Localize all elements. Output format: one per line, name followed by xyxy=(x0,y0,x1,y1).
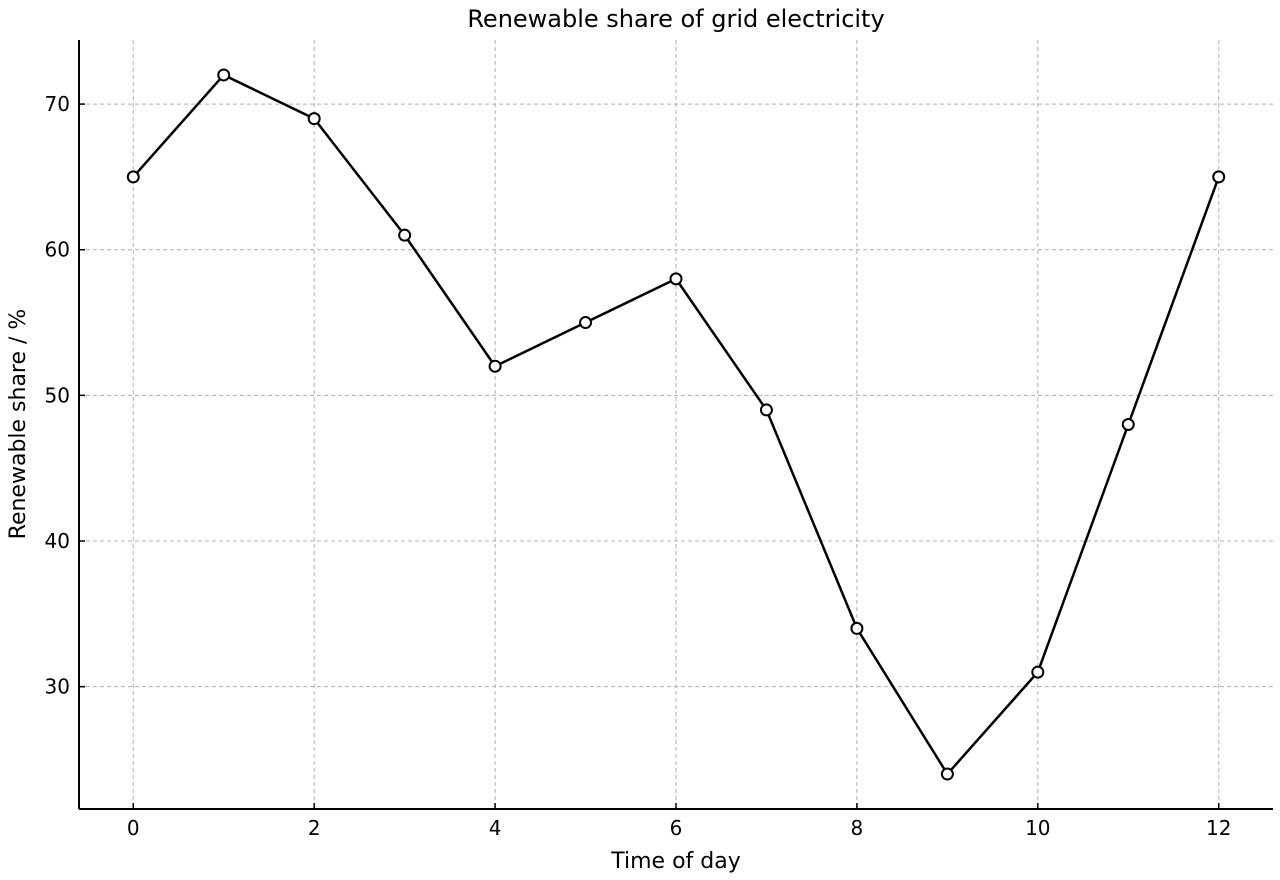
data-point xyxy=(217,68,231,82)
x-tick-label: 0 xyxy=(127,816,140,840)
data-point xyxy=(1031,665,1045,679)
grid xyxy=(79,40,1273,809)
data-point xyxy=(126,170,140,184)
series-group xyxy=(126,68,1226,781)
data-point xyxy=(1212,170,1226,184)
x-tick-label: 6 xyxy=(670,816,683,840)
data-point xyxy=(759,403,773,417)
x-tick-label: 12 xyxy=(1206,816,1231,840)
x-tick-label: 2 xyxy=(308,816,321,840)
y-tick-label: 60 xyxy=(45,238,70,262)
data-point xyxy=(398,228,412,242)
data-point xyxy=(669,272,683,286)
series-line xyxy=(132,73,1220,776)
y-tick-label: 40 xyxy=(45,529,70,553)
x-ticks: 0 2 4 6 8 10 12 xyxy=(127,803,1231,840)
data-point xyxy=(940,767,954,781)
y-tick-label: 70 xyxy=(45,92,70,116)
y-tick-label: 50 xyxy=(45,383,70,407)
y-axis-label: Renewable share / % xyxy=(6,309,31,540)
data-point xyxy=(307,112,321,126)
x-tick-label: 10 xyxy=(1025,816,1050,840)
x-tick-label: 8 xyxy=(851,816,864,840)
chart-title: Renewable share of grid electricity xyxy=(467,5,884,33)
data-point xyxy=(579,316,593,330)
data-point xyxy=(1121,418,1135,431)
x-axis-label: Time of day xyxy=(610,849,741,874)
y-ticks: 30 40 50 60 70 xyxy=(45,92,85,699)
data-point xyxy=(850,621,864,635)
data-point xyxy=(488,359,502,373)
y-tick-label: 30 xyxy=(45,675,70,699)
x-tick-label: 4 xyxy=(489,816,502,840)
